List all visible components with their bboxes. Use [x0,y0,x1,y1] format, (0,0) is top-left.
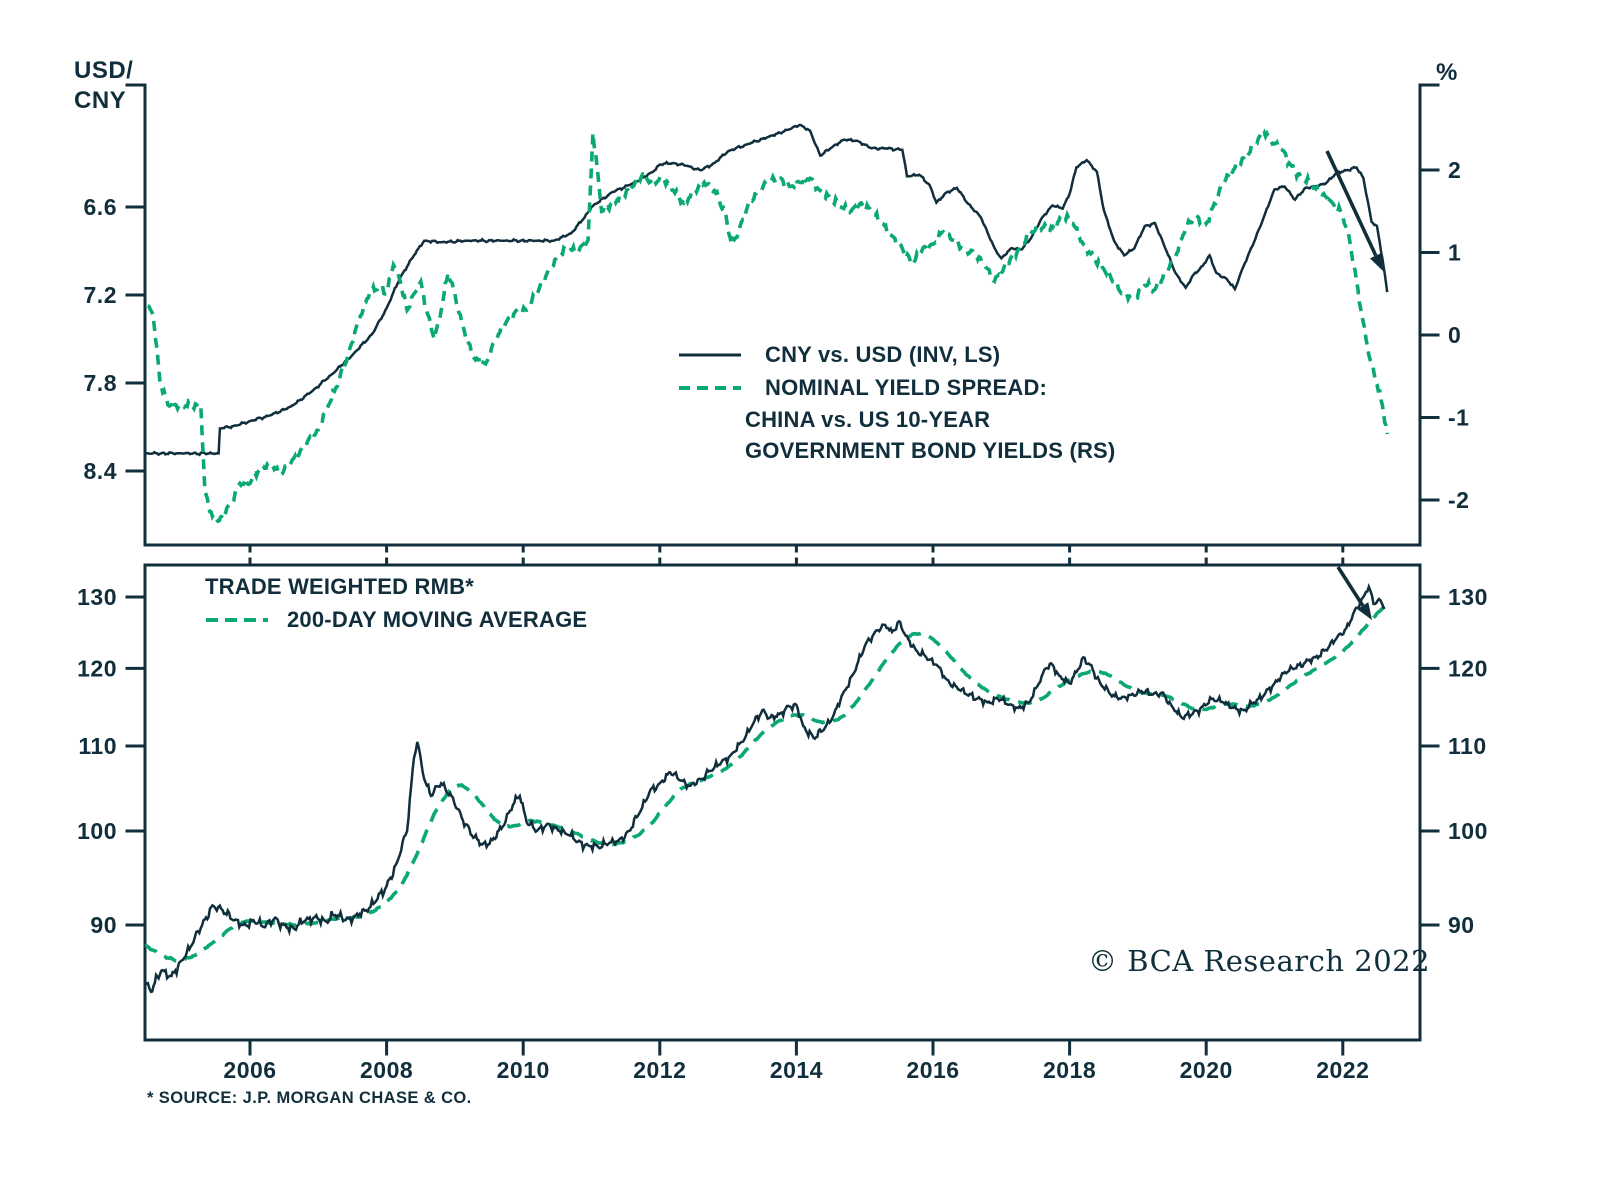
legend-label-yield-spread-1: NOMINAL YIELD SPREAD: [765,374,1048,400]
down-arrow-icon [1336,566,1372,620]
legend-item-yield-spread: NOMINAL YIELD SPREAD: [678,371,1115,404]
svg-text:100: 100 [77,818,117,844]
svg-text:2010: 2010 [497,1057,550,1083]
svg-text:110: 110 [1448,733,1487,759]
svg-text:7.2: 7.2 [84,282,117,308]
left-axis-title: USD/ CNY [74,56,133,116]
svg-text:110: 110 [78,733,117,759]
legend-label-moving-average: 200-DAY MOVING AVERAGE [287,606,588,632]
svg-text:2022: 2022 [1316,1057,1369,1083]
svg-text:2020: 2020 [1180,1057,1233,1083]
cny-vs-usd-line [145,123,1389,457]
legend-label-cny-usd: CNY vs. USD (INV, LS) [765,341,1001,367]
bottom-panel-series [145,583,1387,994]
dashed-line-sample-icon [206,617,268,622]
legend-label-yield-spread-3: GOVERNMENT BOND YIELDS (RS) [745,438,1116,463]
tick-labels: 6.6 7.2 7.8 8.4 2 1 0 -1 -2 130 120 110 100 90 130 120 1… [77,157,1488,1083]
bottom-legend: TRADE WEIGHTED RMB* 200-DAY MOVING AVERA… [205,570,587,636]
svg-text:90: 90 [90,912,117,938]
svg-text:120: 120 [1448,655,1488,681]
dashed-line-sample-icon [679,385,741,390]
moving-average-line [145,604,1387,964]
svg-text:2006: 2006 [223,1057,276,1083]
svg-text:7.8: 7.8 [84,370,117,396]
svg-text:8.4: 8.4 [84,458,117,484]
svg-text:0: 0 [1448,322,1461,348]
axes-frame [125,83,1440,1056]
svg-text:130: 130 [1448,584,1488,610]
svg-text:2018: 2018 [1043,1057,1096,1083]
svg-text:2014: 2014 [770,1057,823,1083]
svg-text:130: 130 [77,584,117,610]
trade-weighted-rmb-line [145,583,1386,994]
right-axis-title: % [1436,59,1458,86]
svg-text:2008: 2008 [360,1057,413,1083]
legend-label-yield-spread-2: CHINA vs. US 10-YEAR [745,407,991,432]
down-arrow-icon [1325,150,1383,271]
svg-text:2016: 2016 [906,1057,959,1083]
svg-text:90: 90 [1448,912,1475,938]
solid-line-sample-icon [679,353,741,356]
svg-text:120: 120 [77,655,117,681]
legend-label-trade-weighted-rmb: TRADE WEIGHTED RMB* [205,573,475,599]
copyright-notice: © BCA Research 2022 [1088,944,1431,978]
svg-text:-2: -2 [1448,487,1469,513]
svg-text:100: 100 [1448,818,1488,844]
yield-spread-line [147,128,1389,524]
legend-item-trade-weighted-rmb: TRADE WEIGHTED RMB* [205,570,587,603]
svg-text:2: 2 [1448,157,1461,183]
top-legend: CNY vs. USD (INV, LS) NOMINAL YIELD SPRE… [678,338,1115,466]
source-footnote: * SOURCE: J.P. MORGAN CHASE & CO. [147,1089,472,1107]
svg-text:6.6: 6.6 [84,194,117,220]
svg-text:-1: -1 [1448,405,1469,431]
top-panel-series [145,123,1389,524]
left-axis-title-line2: CNY [74,87,127,114]
legend-item-moving-average: 200-DAY MOVING AVERAGE [205,603,587,636]
legend-item-cny-usd: CNY vs. USD (INV, LS) [678,338,1115,371]
svg-text:2012: 2012 [633,1057,686,1083]
svg-text:1: 1 [1448,240,1461,266]
left-axis-title-line1: USD/ [74,57,134,84]
